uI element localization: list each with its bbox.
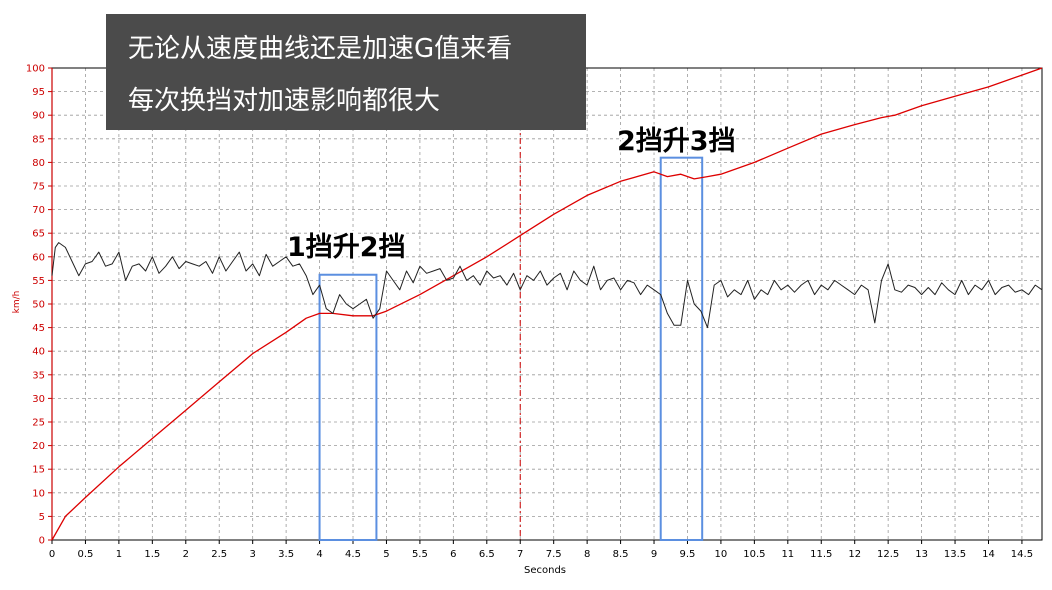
x-tick-label: 14.5 bbox=[1011, 549, 1033, 560]
x-tick-label: 8 bbox=[584, 549, 590, 560]
y-tick-label: 35 bbox=[32, 370, 45, 381]
y-tick-label: 60 bbox=[32, 252, 45, 263]
x-axis-title: Seconds bbox=[524, 565, 566, 576]
x-tick-label: 0.5 bbox=[77, 549, 93, 560]
y-tick-label: 75 bbox=[32, 182, 45, 193]
x-tick-label: 13 bbox=[915, 549, 928, 560]
x-tick-label: 11 bbox=[781, 549, 794, 560]
annotation-shift-1-2: 1挡升2挡 bbox=[287, 232, 406, 263]
y-tick-label: 100 bbox=[26, 64, 45, 75]
accel-series-line bbox=[51, 242, 1043, 329]
x-tick-label: 6 bbox=[450, 549, 456, 560]
highlight-layer bbox=[318, 156, 704, 541]
y-tick-label: 20 bbox=[32, 441, 45, 452]
x-tick-label: 7 bbox=[517, 549, 523, 560]
y-tick-label: 40 bbox=[32, 347, 45, 358]
y-tick-label: 95 bbox=[32, 87, 45, 98]
y-tick-label: 70 bbox=[32, 205, 45, 216]
y-tick-label: 0 bbox=[39, 536, 45, 547]
x-tick-label: 4 bbox=[316, 549, 322, 560]
y-tick-label: 55 bbox=[32, 276, 45, 287]
title-overlay-line-2: 每次换挡对加速影响都很大 bbox=[128, 86, 441, 116]
x-tick-label: 14 bbox=[982, 549, 995, 560]
y-tick-label: 10 bbox=[32, 488, 45, 499]
title-overlay-line-1: 无论从速度曲线还是加速G值来看 bbox=[128, 34, 513, 64]
x-tick-label: 11.5 bbox=[810, 549, 832, 560]
y-axis-title: km/h bbox=[12, 291, 22, 314]
speed-series-line bbox=[51, 67, 1043, 541]
x-tick-label: 9 bbox=[651, 549, 657, 560]
x-tick-label: 12 bbox=[848, 549, 861, 560]
x-tick-label: 2.5 bbox=[211, 549, 227, 560]
y-tick-label: 80 bbox=[32, 158, 45, 169]
y-tick-label: 45 bbox=[32, 323, 45, 334]
x-tick-label: 6.5 bbox=[479, 549, 495, 560]
axis-layer: 0 0.5 1 1.5 2 2.5 3 3.5 4 4.5 5 5.5 6 6.5 7 7.5 8 8.5 9 9.5… bbox=[26, 64, 1043, 560]
y-tick-label: 25 bbox=[32, 418, 45, 429]
x-tick-label: 3 bbox=[249, 549, 255, 560]
x-tick-label: 5 bbox=[383, 549, 389, 560]
x-tick-label: 10.5 bbox=[743, 549, 765, 560]
gear-shift-highlight-box bbox=[318, 273, 378, 541]
y-tick-label: 65 bbox=[32, 229, 45, 240]
x-tick-label: 7.5 bbox=[546, 549, 562, 560]
x-tick-label: 1.5 bbox=[144, 549, 160, 560]
x-tick-label: 13.5 bbox=[944, 549, 966, 560]
y-tick-label: 30 bbox=[32, 394, 45, 405]
y-tick-label: 5 bbox=[39, 512, 45, 523]
x-tick-label: 12.5 bbox=[877, 549, 899, 560]
annotation-shift-2-3: 2挡升3挡 bbox=[617, 126, 736, 157]
y-tick-label: 50 bbox=[32, 300, 45, 311]
title-overlay-box: 无论从速度曲线还是加速G值来看 每次换挡对加速影响都很大 bbox=[106, 14, 586, 130]
x-tick-label: 1 bbox=[116, 549, 122, 560]
x-tick-label: 8.5 bbox=[613, 549, 629, 560]
gear-shift-highlight-box bbox=[659, 156, 704, 541]
series-layer bbox=[51, 67, 1043, 541]
x-tick-label: 5.5 bbox=[412, 549, 428, 560]
y-tick-label: 90 bbox=[32, 111, 45, 122]
x-tick-label: 0 bbox=[49, 549, 55, 560]
x-tick-label: 2 bbox=[183, 549, 189, 560]
x-tick-label: 10 bbox=[715, 549, 728, 560]
x-tick-label: 4.5 bbox=[345, 549, 361, 560]
x-tick-label: 9.5 bbox=[680, 549, 696, 560]
y-tick-label: 15 bbox=[32, 465, 45, 476]
grid-layer bbox=[52, 67, 1042, 540]
y-tick-label: 85 bbox=[32, 134, 45, 145]
x-tick-label: 3.5 bbox=[278, 549, 294, 560]
